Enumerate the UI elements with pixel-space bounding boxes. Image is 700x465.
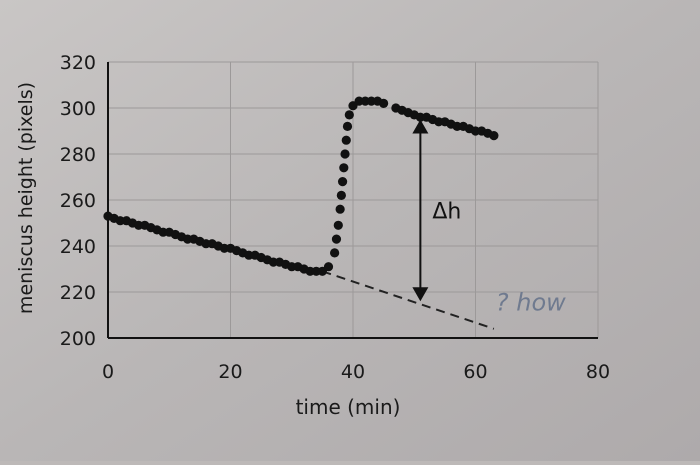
- y-tick-label: 240: [60, 236, 96, 258]
- y-tick-label: 200: [60, 328, 96, 350]
- delta-h-arrowhead-top: [412, 119, 429, 134]
- x-tick-label: 20: [218, 361, 242, 383]
- y-tick-label: 300: [60, 98, 96, 120]
- data-point: [336, 190, 346, 200]
- data-point: [489, 131, 499, 141]
- y-tick-label: 260: [60, 190, 96, 212]
- data-point: [337, 177, 348, 187]
- x-tick-labels: 0 20 40 60 80: [102, 361, 610, 383]
- data-point: [341, 135, 351, 145]
- data-point: [330, 248, 340, 258]
- data-point: [379, 98, 389, 108]
- data-point: [323, 262, 334, 272]
- x-tick-label: 0: [102, 361, 114, 383]
- data-point: [340, 149, 350, 159]
- y-axis-label: meniscus height (pixels): [15, 82, 37, 314]
- handwritten-note: ? how: [496, 288, 566, 316]
- y-tick-label: 320: [60, 52, 96, 74]
- data-point: [331, 234, 342, 244]
- x-axis-label: time (min): [296, 395, 401, 419]
- y-tick-label: 220: [60, 282, 96, 304]
- axes: [107, 62, 598, 339]
- x-tick-label: 40: [341, 361, 365, 383]
- data-point: [342, 121, 353, 131]
- data-points: [103, 96, 499, 276]
- delta-h-arrowhead-bottom: [412, 287, 429, 302]
- delta-h-label: Δh: [432, 199, 461, 224]
- data-point: [344, 110, 354, 120]
- data-point: [333, 220, 343, 230]
- baseline-extrapolation-line: [322, 270, 495, 330]
- y-tick-labels: 200 220 240 260 280 300 320: [60, 52, 96, 350]
- data-point: [335, 204, 345, 214]
- x-tick-label: 60: [463, 361, 487, 383]
- delta-h-arrow: [412, 119, 429, 302]
- x-tick-label: 80: [586, 361, 610, 383]
- y-tick-label: 280: [60, 144, 96, 166]
- data-point: [339, 163, 349, 173]
